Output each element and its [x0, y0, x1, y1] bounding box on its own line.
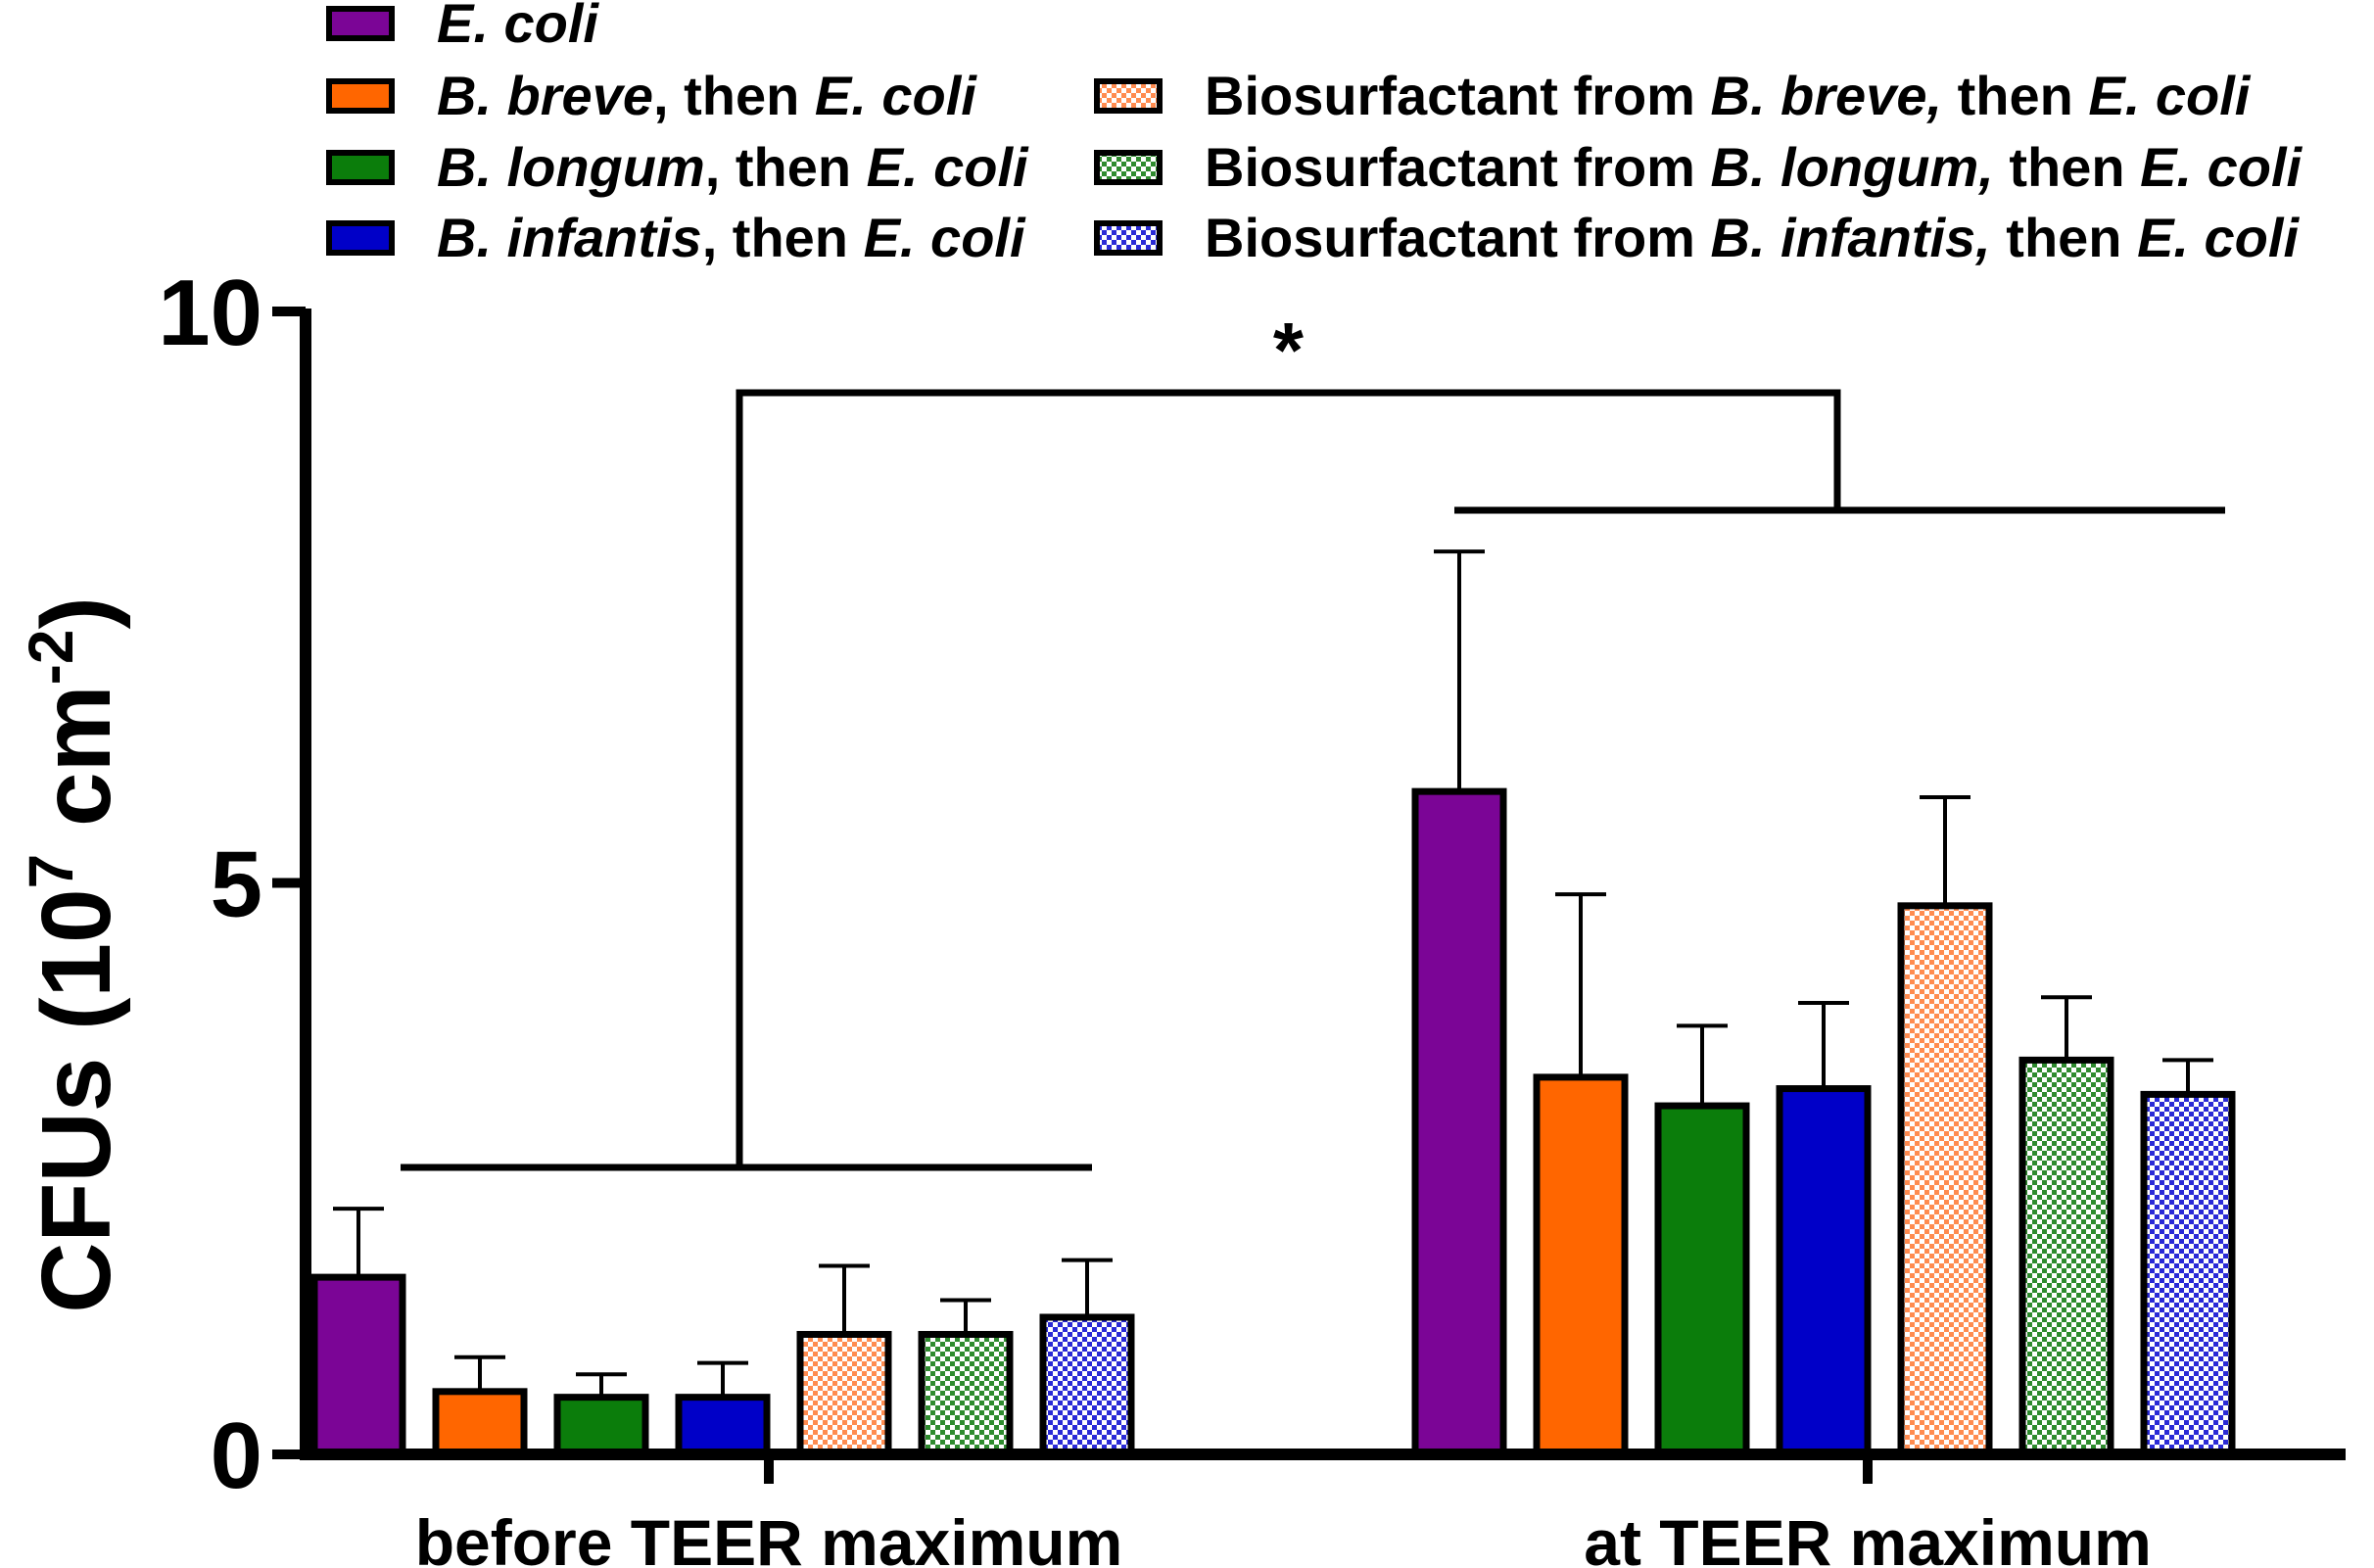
- legend-label-part: B. infantis: [437, 207, 702, 268]
- plot-area: *: [310, 307, 2236, 1458]
- bar-longum-0: [553, 1394, 649, 1458]
- legend-label-part: B. longum: [437, 136, 705, 198]
- y-label-prefix: CFUs (10: [22, 888, 131, 1312]
- legend-label-bs_breve: Biosurfactant from B. breve, then E. col…: [1205, 65, 2252, 126]
- legend-label-part: B. breve: [437, 65, 653, 126]
- y-label-suffix: ): [22, 596, 131, 629]
- legend-label-part: then: [1991, 207, 2137, 268]
- bracket-connector: [736, 389, 1841, 1167]
- bar-infantis-1: [1776, 1085, 1872, 1458]
- legend-label-part: E. coli: [2140, 136, 2303, 198]
- significance-star: *: [1273, 307, 1305, 394]
- legend-swatch-longum: [326, 150, 395, 185]
- legend-item-bs_longum: Biosurfactant from B. longum, then E. co…: [1094, 136, 2303, 198]
- legend-label-part: E. coli: [437, 0, 599, 54]
- legend-label-breve: B. breve, then E. coli: [437, 65, 977, 126]
- legend-label-infantis: B. infantis, then E. coli: [437, 207, 1026, 268]
- legend-item-infantis: B. infantis, then E. coli: [326, 207, 1026, 268]
- legend-item-bs_breve: Biosurfactant from B. breve, then E. col…: [1094, 65, 2252, 126]
- legend-label-part: E. coli: [867, 136, 1029, 198]
- legend-label-ecoli: E. coli: [437, 0, 599, 54]
- y-tick-label-0: 0: [211, 1403, 262, 1508]
- y-tick-label-5: 5: [211, 832, 262, 937]
- axes: 0 5 10 before TEER maximum at TEER maximum: [158, 261, 2346, 1568]
- legend-label-bs_longum: Biosurfactant from B. longum, then E. co…: [1205, 136, 2303, 198]
- significance-bracket: *: [401, 307, 2225, 1171]
- bar-ecoli-0: [310, 1273, 406, 1458]
- legend-label-longum: B. longum, then E. coli: [437, 136, 1029, 198]
- legend-label-part: B. longum,: [1711, 136, 1994, 198]
- legend-item-breve: B. breve, then E. coli: [326, 65, 977, 126]
- legend-label-part: Biosurfactant from: [1205, 65, 1711, 126]
- legend-swatch-infantis: [326, 220, 395, 256]
- y-label-exponent-2: -2: [16, 630, 86, 686]
- bar-infantis-0: [675, 1394, 771, 1458]
- legend-label-part: , then: [702, 207, 864, 268]
- legend-label-part: B. infantis,: [1711, 207, 1991, 268]
- legend-item-longum: B. longum, then E. coli: [326, 136, 1029, 198]
- legend-label-part: Biosurfactant from: [1205, 207, 1711, 268]
- legend-label-part: E. coli: [2088, 65, 2251, 126]
- bar-bs_infantis-0: [1039, 1313, 1135, 1458]
- bar-breve-1: [1533, 1073, 1629, 1458]
- legend-swatch-bs_longum: [1094, 150, 1163, 185]
- y-label-exponent-1: 7: [16, 854, 86, 889]
- bar-bs_breve-1: [1897, 902, 1993, 1458]
- legend-label-part: , then: [653, 65, 815, 126]
- x-category-label-0: before TEER maximum: [415, 1506, 1123, 1568]
- legend-item-ecoli: E. coli: [326, 0, 599, 54]
- bar-bs_breve-0: [796, 1330, 892, 1458]
- legend-label-part: then: [1942, 65, 2088, 126]
- bar-ecoli-1: [1411, 787, 1507, 1458]
- legend-label-part: then: [1994, 136, 2140, 198]
- legend-item-bs_infantis: Biosurfactant from B. infantis, then E. …: [1094, 207, 2300, 268]
- bar-bs_longum-1: [2018, 1056, 2114, 1458]
- legend-swatch-ecoli: [326, 6, 395, 41]
- legend-label-bs_infantis: Biosurfactant from B. infantis, then E. …: [1205, 207, 2300, 268]
- bar-bs_longum-0: [918, 1330, 1014, 1458]
- legend-swatch-breve: [326, 78, 395, 114]
- y-axis-label: CFUs (107 cm-2): [16, 596, 131, 1313]
- legend-label-part: E. coli: [2137, 207, 2300, 268]
- legend-label-part: E. coli: [864, 207, 1026, 268]
- y-tick-label-10: 10: [158, 261, 262, 365]
- bar-bs_infantis-1: [2140, 1090, 2236, 1458]
- legend-swatch-bs_breve: [1094, 78, 1163, 114]
- legend-label-part: Biosurfactant from: [1205, 136, 1711, 198]
- legend-label-part: , then: [705, 136, 867, 198]
- y-label-mid: cm: [22, 685, 131, 853]
- legend-swatch-bs_infantis: [1094, 220, 1163, 256]
- bar-longum-1: [1654, 1102, 1750, 1458]
- x-category-label-1: at TEER maximum: [1584, 1506, 2152, 1568]
- bar-breve-0: [432, 1388, 528, 1458]
- legend-label-part: E. coli: [815, 65, 977, 126]
- legend-label-part: B. breve,: [1711, 65, 1943, 126]
